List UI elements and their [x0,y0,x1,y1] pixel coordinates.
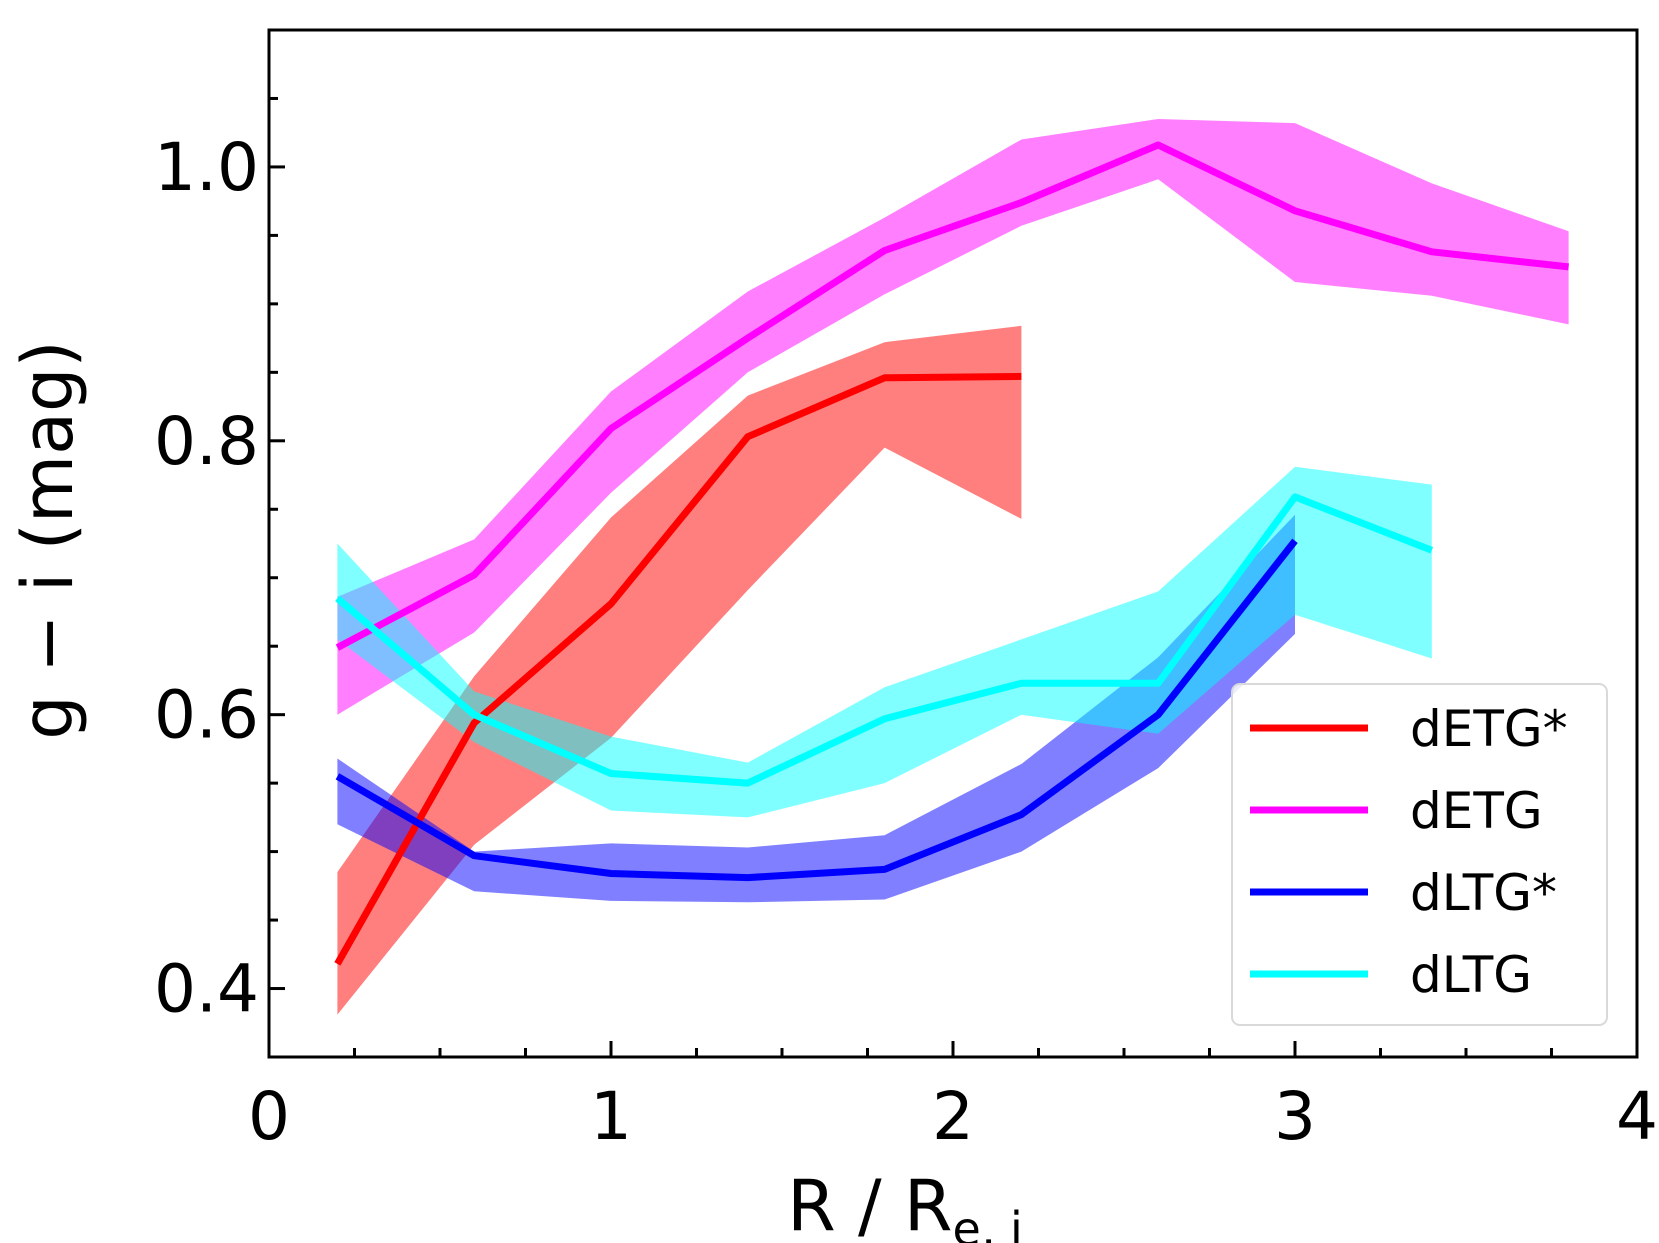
axis-ticks [267,28,1639,1059]
legend-label-detg: dETG [1410,782,1543,840]
series-lines [334,141,1569,966]
band-detg-star [337,325,1022,1015]
legend-box [1231,683,1608,1026]
legend-label-dltg: dLTG [1410,946,1532,1004]
y-tick-label: 0.6 [154,677,259,754]
line-detg [335,141,1569,651]
y-tick-label: 0.8 [154,403,259,480]
line-dltg [335,493,1434,787]
x-tick-label: 1 [590,1078,632,1155]
x-tick-label: 3 [1274,1078,1316,1155]
y-tick-label: 0.4 [154,951,259,1028]
band-dltg [337,466,1432,818]
x-axis-title: R / Re, i [787,1165,1023,1243]
line-detg-star [334,372,1022,966]
y-tick-label: 1.0 [154,129,259,206]
x-tick-label: 0 [248,1078,290,1155]
confidence-bands [337,119,1569,1015]
legend: dETG* dETG dLTG* dLTG [1231,683,1608,1026]
x-tick-label: 2 [932,1078,974,1155]
y-axis-title: g − i (mag) [7,340,89,739]
x-tick-label: 4 [1616,1078,1658,1155]
line-dltg-star [335,538,1298,882]
axis-tick-labels: 0 1 2 3 4 0.4 0.6 0.8 1.0 [154,129,1658,1155]
band-detg [337,119,1569,715]
legend-label-dltg-star: dLTG* [1410,864,1557,922]
legend-label-detg-star: dETG* [1410,700,1568,758]
band-dltg-star [337,514,1295,903]
